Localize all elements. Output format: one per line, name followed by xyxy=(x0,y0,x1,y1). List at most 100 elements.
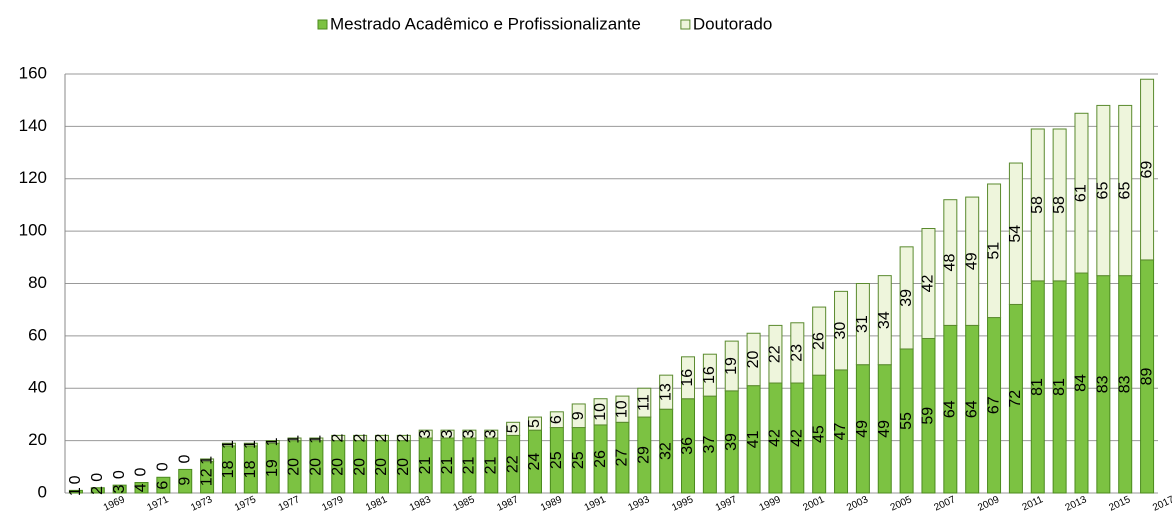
y-tick-label: 140 xyxy=(19,116,47,135)
value-label: 5 xyxy=(526,419,543,428)
value-label: 42 xyxy=(789,429,806,447)
value-label: 6 xyxy=(548,415,565,424)
value-label: 10 xyxy=(614,400,631,418)
bar-segment xyxy=(1030,128,1045,282)
legend-label: Mestrado Acadêmico e Profissionalizante xyxy=(330,14,641,33)
value-label: 1 xyxy=(242,440,259,449)
value-label: 36 xyxy=(679,437,696,455)
bar-segment xyxy=(746,332,761,387)
value-label: 19 xyxy=(723,357,740,375)
value-label: 32 xyxy=(657,442,674,460)
x-tick-label: 1997 xyxy=(714,494,739,514)
x-tick-label: 1979 xyxy=(320,494,345,514)
value-label: 3 xyxy=(461,430,478,439)
value-label: 0 xyxy=(133,468,150,477)
value-label: 39 xyxy=(898,289,915,307)
bar-segment xyxy=(1008,162,1023,305)
value-label: 1 xyxy=(308,435,325,444)
value-label: 64 xyxy=(942,400,959,418)
x-tick-label: 1983 xyxy=(408,494,433,514)
bar-segment xyxy=(790,322,805,384)
value-label: 25 xyxy=(570,451,587,469)
x-tick-label: 2011 xyxy=(1021,494,1046,513)
value-label: 0 xyxy=(111,470,128,479)
value-label: 0 xyxy=(176,454,193,463)
x-tick-label: 2015 xyxy=(1107,494,1132,514)
bar-segment xyxy=(702,353,717,397)
x-tick-label: 1975 xyxy=(233,494,258,514)
bar-segment xyxy=(965,196,980,326)
value-label: 1 xyxy=(67,487,84,496)
bar-segment xyxy=(724,340,739,392)
value-label: 0 xyxy=(67,475,84,484)
x-tick-label: 2003 xyxy=(845,494,870,514)
y-tick-label: 160 xyxy=(19,63,47,82)
bar-segment xyxy=(877,275,892,366)
value-label: 0 xyxy=(89,473,106,482)
y-tick-label: 60 xyxy=(28,325,47,344)
value-label: 26 xyxy=(592,450,609,468)
value-label: 81 xyxy=(1051,378,1068,396)
value-label: 16 xyxy=(701,366,718,384)
x-tick-label: 1973 xyxy=(189,494,214,514)
value-label: 10 xyxy=(592,403,609,421)
bar-segment xyxy=(899,246,914,350)
value-label: 1 xyxy=(220,440,237,449)
value-label: 67 xyxy=(985,396,1002,414)
x-tick-label: 1999 xyxy=(758,494,783,514)
bar-segment xyxy=(615,395,630,423)
value-label: 41 xyxy=(745,430,762,448)
x-tick-label: 1977 xyxy=(277,494,302,514)
bar-segment xyxy=(200,458,215,463)
bar-segment xyxy=(484,429,499,439)
value-label: 34 xyxy=(876,311,893,329)
x-tick-label: 1971 xyxy=(146,494,171,514)
value-label: 29 xyxy=(636,446,653,464)
value-label: 83 xyxy=(1095,375,1112,393)
bar-segment xyxy=(418,429,433,439)
bar-segment xyxy=(659,374,674,410)
value-label: 27 xyxy=(614,449,631,467)
value-label: 2 xyxy=(329,433,346,442)
value-label: 69 xyxy=(1138,161,1155,179)
x-tick-label: 1981 xyxy=(364,494,389,514)
value-label: 30 xyxy=(832,322,849,340)
bar-segment xyxy=(987,183,1002,319)
value-label: 16 xyxy=(679,369,696,387)
bar-segment xyxy=(921,228,936,339)
bar-segment xyxy=(549,411,564,429)
legend-swatch xyxy=(317,19,328,30)
value-label: 6 xyxy=(155,481,172,490)
value-label: 23 xyxy=(789,344,806,362)
value-label: 20 xyxy=(373,458,390,476)
value-label: 22 xyxy=(504,455,521,473)
value-label: 51 xyxy=(985,242,1002,260)
value-label: 59 xyxy=(920,407,937,425)
bar-segment xyxy=(943,199,958,326)
x-tick-label: 2007 xyxy=(933,494,958,514)
value-label: 58 xyxy=(1051,196,1068,214)
value-label: 89 xyxy=(1138,367,1155,385)
bar-segment xyxy=(812,306,827,376)
bar-segment xyxy=(593,398,608,426)
value-label: 20 xyxy=(745,350,762,368)
bar-segment xyxy=(353,434,368,442)
value-label: 9 xyxy=(176,477,193,486)
bar-segment xyxy=(112,484,127,494)
x-tick-label: 2013 xyxy=(1064,494,1089,514)
value-label: 5 xyxy=(504,424,521,433)
bar-segment xyxy=(1052,128,1067,282)
value-label: 4 xyxy=(133,483,150,492)
bar-segment xyxy=(571,403,586,429)
value-label: 61 xyxy=(1073,184,1090,202)
value-label: 65 xyxy=(1095,182,1112,200)
value-label: 55 xyxy=(898,412,915,430)
bar-segment xyxy=(1074,112,1089,274)
value-label: 58 xyxy=(1029,196,1046,214)
bar-segment xyxy=(287,437,302,442)
value-label: 42 xyxy=(767,429,784,447)
bar-segment xyxy=(156,476,171,494)
value-label: 26 xyxy=(810,332,827,350)
value-label: 19 xyxy=(264,459,281,477)
